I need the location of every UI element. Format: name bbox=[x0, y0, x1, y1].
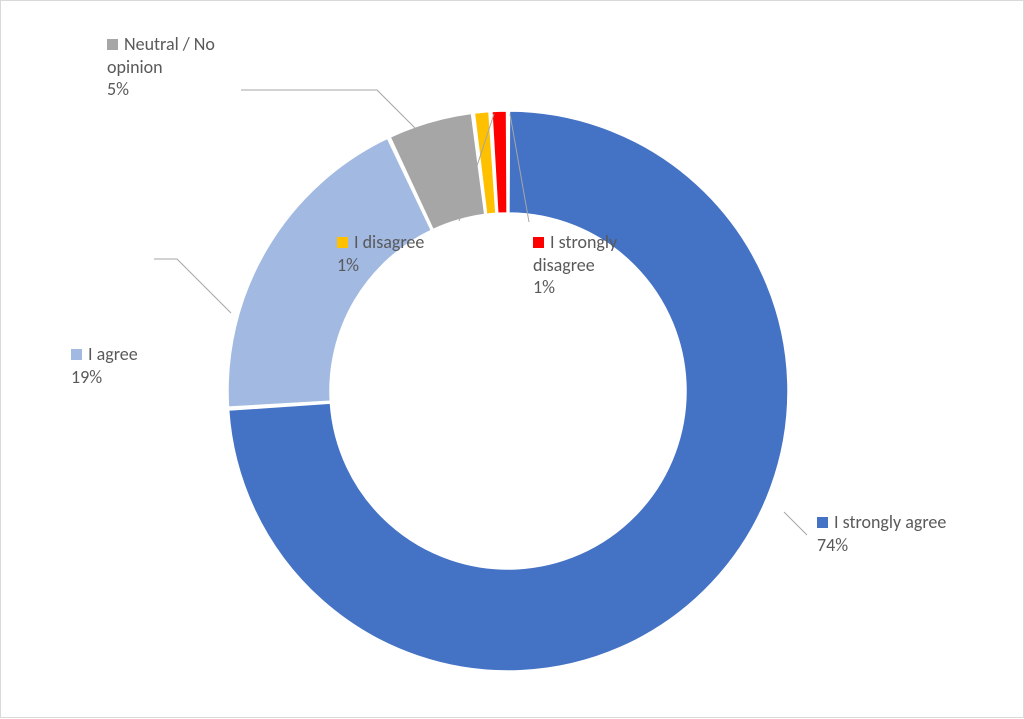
label-strongly-agree-text: I strongly agree bbox=[834, 511, 946, 533]
label-neutral: Neutral / No opinion 5% bbox=[107, 33, 215, 101]
label-agree-text: I agree bbox=[88, 343, 138, 365]
label-neutral-text-2: opinion bbox=[107, 56, 215, 79]
label-strongly-agree-pct: 74% bbox=[817, 534, 946, 557]
label-strongly-disagree-text-2: disagree bbox=[533, 254, 617, 277]
label-strongly-disagree-pct: 1% bbox=[533, 276, 617, 299]
chart-frame: { "chart": { "type": "donut", "width": 1… bbox=[0, 0, 1024, 718]
label-strongly-disagree: I strongly disagree 1% bbox=[533, 231, 617, 299]
leader-agree bbox=[154, 259, 231, 313]
label-neutral-pct: 5% bbox=[107, 78, 215, 101]
swatch-neutral bbox=[107, 39, 118, 50]
swatch-strongly-agree bbox=[817, 517, 828, 528]
leader-neutral bbox=[241, 90, 415, 128]
label-strongly-disagree-text-1: I strongly bbox=[550, 231, 617, 253]
leader-strongly_agree bbox=[784, 512, 807, 535]
label-neutral-text-1: Neutral / No bbox=[124, 33, 215, 55]
label-disagree-text: I disagree bbox=[354, 231, 424, 253]
swatch-strongly-disagree bbox=[533, 237, 544, 248]
label-agree: I agree 19% bbox=[71, 343, 138, 388]
label-agree-pct: 19% bbox=[71, 366, 138, 389]
label-strongly-agree: I strongly agree 74% bbox=[817, 511, 946, 556]
donut-chart bbox=[1, 1, 1024, 719]
label-disagree-pct: 1% bbox=[337, 254, 424, 277]
swatch-disagree bbox=[337, 237, 348, 248]
label-disagree: I disagree 1% bbox=[337, 231, 424, 276]
swatch-agree bbox=[71, 349, 82, 360]
